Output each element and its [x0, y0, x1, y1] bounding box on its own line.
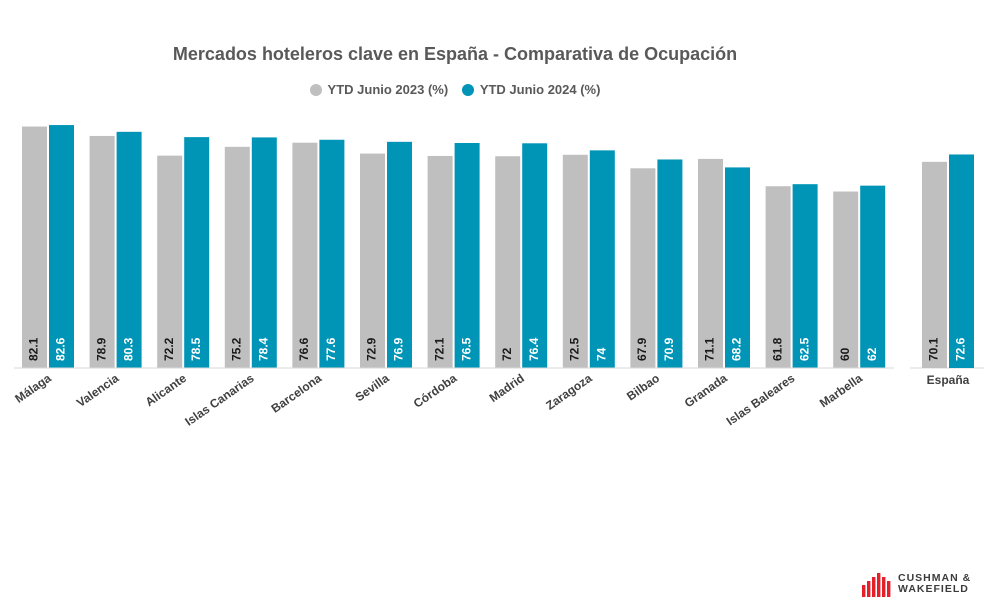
brand-mark-bar	[877, 573, 881, 597]
bar-valencia-2024	[116, 131, 142, 368]
bar-cordoba-2024	[454, 143, 480, 368]
legend-label-2024: YTD Junio 2024 (%)	[479, 82, 601, 97]
bar-marbella-2023	[833, 191, 859, 368]
brand-mark-bar	[867, 581, 871, 597]
category-label-cordoba: Córdoba	[411, 371, 460, 411]
category-label-bilbao: Bilbao	[624, 371, 662, 404]
bar-granada-2024	[725, 167, 750, 368]
data-label-madrid-2024: 76.4	[527, 337, 541, 361]
data-label-alicante-2024: 78.5	[189, 337, 203, 361]
bar-islas-baleares-2023	[765, 186, 791, 368]
bar-zaragoza-2023	[562, 154, 588, 368]
data-label-valencia-2024: 80.3	[121, 337, 135, 361]
legend-entry-2023: YTD Junio 2023 (%)	[309, 82, 449, 97]
data-label-madrid-2023: 72	[500, 347, 514, 361]
bar-madrid-2023	[495, 156, 521, 368]
bar-valencia-2023	[89, 135, 115, 368]
data-label-malaga-2024: 82.6	[54, 337, 68, 361]
category-label-alicante: Alicante	[143, 371, 190, 409]
brand-mark-bar	[887, 581, 891, 597]
data-label-espana-2024: 72.6	[954, 337, 968, 361]
logo-text: CUSHMAN & WAKEFIELD	[898, 573, 971, 595]
bar-bilbao-2024	[657, 159, 683, 368]
logo-line-1: CUSHMAN &	[898, 572, 972, 584]
bar-bilbao-2023	[630, 168, 656, 368]
legend-swatch-2024	[461, 83, 474, 96]
bar-islas-baleares-2024	[792, 184, 818, 368]
bar-alicante-2023	[157, 155, 183, 368]
category-label-zaragoza: Zaragoza	[543, 371, 594, 413]
category-label-islas-baleares: Islas Baleares	[724, 371, 798, 429]
data-label-granada-2023: 71.1	[703, 337, 717, 361]
bar-cordoba-2023	[427, 155, 453, 368]
legend-label-2023: YTD Junio 2023 (%)	[327, 82, 449, 97]
category-label-sevilla: Sevilla	[353, 371, 392, 404]
logo-line-2: WAKEFIELD	[898, 583, 969, 595]
bar-granada-2023	[698, 158, 723, 368]
cushman-wakefield-logo: CUSHMAN & WAKEFIELD	[862, 571, 971, 597]
legend-swatch-2023	[309, 83, 322, 96]
bar-islas-canarias-2024	[251, 137, 277, 368]
data-label-barcelona-2024: 77.6	[324, 337, 338, 361]
data-label-marbella-2023: 60	[838, 347, 852, 361]
bar-espana-2023	[922, 161, 947, 368]
data-label-granada-2024: 68.2	[730, 337, 744, 361]
data-label-malaga-2023: 82.1	[27, 337, 41, 361]
data-label-bilbao-2023: 67.9	[635, 337, 649, 361]
chart-title: Mercados hoteleros clave en España - Com…	[172, 44, 738, 64]
data-label-barcelona-2023: 76.6	[297, 337, 311, 361]
data-label-sevilla-2024: 76.9	[392, 337, 406, 361]
bar-malaga-2023	[22, 126, 47, 368]
category-label-malaga: Málaga	[12, 371, 54, 406]
data-label-espana-2023: 70.1	[927, 337, 941, 361]
bar-barcelona-2023	[292, 142, 318, 368]
bar-madrid-2024	[522, 143, 548, 368]
brand-mark-icon	[862, 573, 891, 597]
bar-marbella-2024	[860, 185, 886, 368]
bar-zaragoza-2024	[589, 150, 615, 368]
data-label-alicante-2023: 72.2	[162, 337, 176, 361]
data-label-islas-canarias-2024: 78.4	[256, 337, 270, 361]
data-label-islas-baleares-2024: 62.5	[797, 337, 811, 361]
data-label-islas-baleares-2023: 61.8	[770, 337, 784, 361]
brand-mark-bar	[872, 577, 876, 597]
category-label-madrid: Madrid	[487, 371, 527, 405]
bar-islas-canarias-2023	[224, 146, 250, 368]
data-label-marbella-2024: 62	[865, 347, 879, 361]
bar-sevilla-2024	[387, 141, 412, 368]
bar-espana-2024	[949, 154, 974, 368]
category-label-granada: Granada	[682, 371, 730, 411]
data-label-zaragoza-2023: 72.5	[567, 337, 581, 361]
data-label-valencia-2023: 78.9	[94, 337, 108, 361]
data-label-cordoba-2024: 76.5	[459, 337, 473, 361]
data-label-bilbao-2024: 70.9	[662, 337, 676, 361]
bar-malaga-2024	[49, 125, 74, 368]
category-label-marbella: Marbella	[817, 371, 865, 411]
data-label-zaragoza-2024: 74	[594, 347, 608, 361]
bar-barcelona-2024	[319, 139, 345, 368]
data-label-sevilla-2023: 72.9	[365, 337, 379, 361]
legend-entry-2024: YTD Junio 2024 (%)	[461, 82, 601, 97]
legend: YTD Junio 2023 (%) YTD Junio 2024 (%)	[0, 82, 910, 99]
data-label-cordoba-2023: 72.1	[432, 337, 446, 361]
brand-mark-bar	[882, 577, 886, 597]
bar-alicante-2024	[184, 137, 210, 368]
data-label-islas-canarias-2023: 75.2	[229, 337, 243, 361]
bar-sevilla-2023	[360, 153, 385, 368]
brand-mark-bar	[862, 585, 866, 597]
category-label-islas-canarias: Islas Canarias	[182, 371, 256, 429]
category-label-valencia: Valencia	[74, 371, 122, 410]
category-label-espana: España	[927, 373, 970, 387]
category-label-barcelona: Barcelona	[269, 371, 325, 416]
